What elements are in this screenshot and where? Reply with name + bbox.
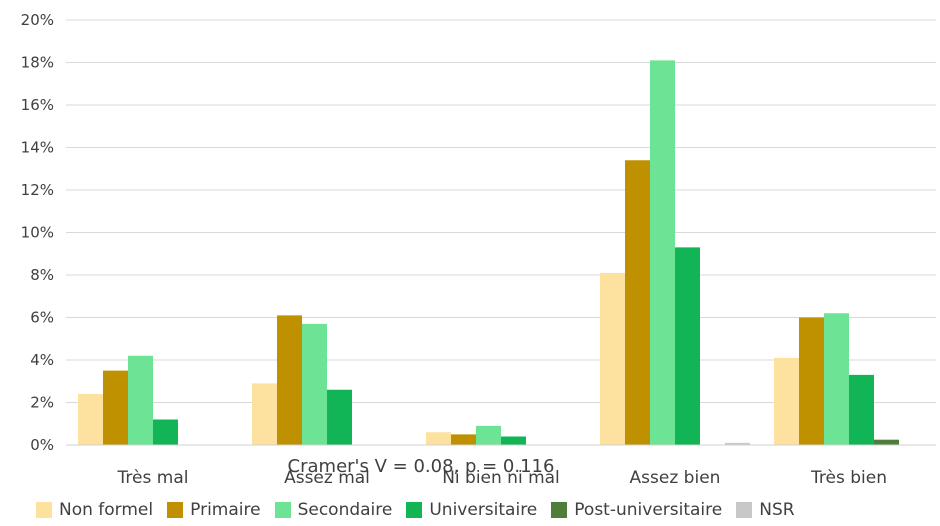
y-tick-label: 6%: [30, 309, 54, 327]
x-axis-category-labels: Très mal Assez mal Ni bien ni mal Assez bie…: [117, 468, 887, 488]
y-tick-label: 8%: [30, 266, 54, 284]
legend-label: Secondaire: [297, 500, 393, 520]
legend-label: Universitaire: [429, 500, 538, 520]
legend-label: NSR: [759, 500, 795, 520]
x-category-label: Assez bien: [630, 468, 721, 488]
x-category-label: Très bien: [810, 468, 887, 488]
legend-label: Primaire: [190, 500, 261, 520]
legend-swatch: [274, 502, 291, 518]
bar-primaire-1: [277, 315, 302, 445]
bar-post-universitaire-4: [874, 439, 899, 445]
y-tick-label: 0%: [30, 436, 54, 454]
bar-universitaire-4: [849, 374, 874, 445]
gridlines: [66, 19, 936, 403]
bar-secondaire-1: [302, 323, 327, 445]
y-tick-label: 4%: [30, 351, 54, 369]
bar-non-formel-1: [252, 383, 277, 445]
legend-item: Secondaire: [274, 500, 393, 520]
bar-primaire-4: [799, 317, 824, 445]
legend-item: Post-universitaire: [551, 500, 722, 520]
stats-annotation: Cramer's V = 0.08, p = 0.116: [288, 456, 555, 477]
legend-swatch: [551, 502, 568, 518]
y-axis-ticks: 0% 2% 4% 6% 8% 10% 12% 14% 16% 18% 20%: [21, 11, 54, 454]
legend: Non formel Primaire Secondaire Universitair…: [36, 498, 795, 522]
bar-primaire-3: [625, 160, 650, 445]
legend-swatch: [736, 502, 753, 518]
bar-non-formel-3: [600, 272, 625, 445]
bar-secondaire-2: [476, 425, 501, 445]
bar-non-formel-4: [774, 357, 799, 445]
bar-universitaire-1: [327, 389, 352, 445]
bar-secondaire-4: [824, 313, 849, 445]
bars: [78, 60, 899, 445]
bar-universitaire-2: [501, 436, 526, 445]
x-category-label: Ni bien ni mal: [442, 468, 560, 488]
y-tick-label: 10%: [21, 224, 54, 242]
y-tick-label: 20%: [21, 11, 54, 29]
bar-primaire-0: [103, 370, 128, 445]
y-tick-label: 18%: [21, 54, 54, 72]
legend-item: Universitaire: [406, 500, 537, 520]
x-category-label: Assez mal: [284, 468, 370, 488]
bar-nsr-3: [725, 442, 750, 445]
bar-universitaire-0: [153, 419, 178, 445]
y-tick-label: 2%: [30, 394, 54, 412]
x-category-label: Très mal: [117, 468, 189, 488]
y-tick-label: 12%: [21, 181, 54, 199]
bar-primaire-2: [451, 434, 476, 445]
legend-item: NSR: [736, 500, 795, 520]
legend-label: Post-universitaire: [574, 500, 723, 520]
legend-item: Non formel: [36, 500, 153, 520]
bar-universitaire-3: [675, 247, 700, 445]
y-tick-label: 16%: [21, 96, 54, 114]
bar-secondaire-3: [650, 60, 675, 445]
bar-secondaire-0: [128, 355, 153, 445]
y-tick-label: 14%: [21, 139, 54, 157]
bar-non-formel-2: [426, 432, 451, 445]
legend-swatch: [406, 502, 423, 518]
legend-swatch: [167, 502, 184, 518]
legend-item: Primaire: [167, 500, 261, 520]
legend-swatch: [36, 502, 52, 518]
legend-label: Non formel: [59, 500, 154, 520]
bar-non-formel-0: [78, 394, 103, 445]
